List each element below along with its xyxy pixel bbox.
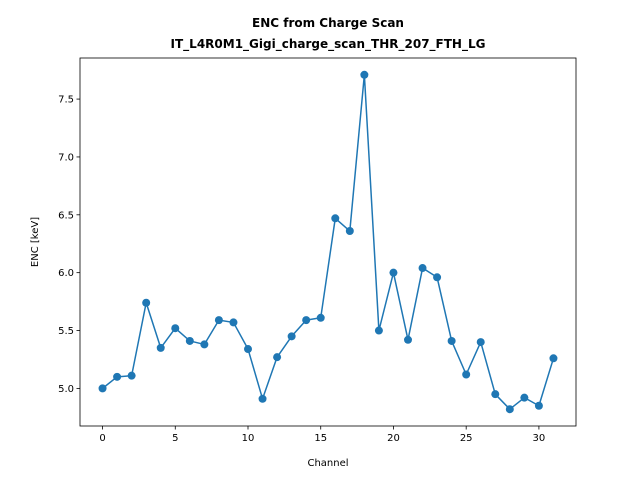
data-point <box>360 70 369 79</box>
x-tick-label: 15 <box>314 433 327 444</box>
data-point <box>273 353 282 362</box>
data-point <box>418 264 427 273</box>
data-point <box>316 313 325 322</box>
data-point <box>389 268 398 277</box>
y-tick-label: 5.0 <box>58 384 74 395</box>
data-point <box>171 324 180 333</box>
data-point <box>302 316 311 325</box>
data-series-layer <box>98 70 558 414</box>
x-axis-label: Channel <box>307 458 348 469</box>
data-point <box>345 227 354 236</box>
x-tick-label: 25 <box>460 433 473 444</box>
data-point <box>534 401 543 410</box>
y-tick-label: 7.0 <box>58 152 74 163</box>
y-tick-label: 6.0 <box>58 268 74 279</box>
data-point <box>447 336 456 345</box>
y-tick-label: 7.5 <box>58 95 74 106</box>
data-point <box>520 393 529 402</box>
data-point <box>433 273 442 282</box>
data-point <box>491 390 500 399</box>
x-tick-label: 30 <box>533 433 546 444</box>
data-point <box>476 338 485 347</box>
x-tick-label: 10 <box>242 433 255 444</box>
x-tick-label: 0 <box>99 433 105 444</box>
data-point <box>374 326 383 335</box>
chart-subtitle: IT_L4R0M1_Gigi_charge_scan_THR_207_FTH_L… <box>171 37 486 52</box>
data-point <box>214 316 223 325</box>
data-point <box>287 332 296 341</box>
data-point <box>113 372 122 381</box>
data-point <box>404 335 412 344</box>
x-axis-ticks: 0 5 10 15 20 25 30 <box>99 426 545 444</box>
y-tick-label: 5.5 <box>58 326 74 337</box>
y-tick-label: 6.5 <box>58 210 74 221</box>
data-point <box>127 371 136 380</box>
data-point <box>462 370 471 379</box>
data-point <box>156 343 165 352</box>
chart-title: ENC from Charge Scan <box>252 16 404 30</box>
x-tick-label: 5 <box>172 433 178 444</box>
x-tick-label: 20 <box>387 433 400 444</box>
data-point <box>142 298 151 307</box>
data-point <box>244 345 252 354</box>
plot-area-frame <box>79 57 577 427</box>
data-point <box>200 340 209 349</box>
data-point <box>185 336 194 345</box>
data-point <box>229 318 238 327</box>
y-axis-ticks: 5.0 5.5 6.0 6.5 7.0 7.5 <box>58 95 80 395</box>
data-point <box>98 384 107 393</box>
data-point <box>331 214 340 223</box>
data-point <box>505 405 514 414</box>
data-point <box>258 394 267 403</box>
y-axis-label: ENC [keV] <box>30 217 41 267</box>
data-point <box>549 354 558 363</box>
